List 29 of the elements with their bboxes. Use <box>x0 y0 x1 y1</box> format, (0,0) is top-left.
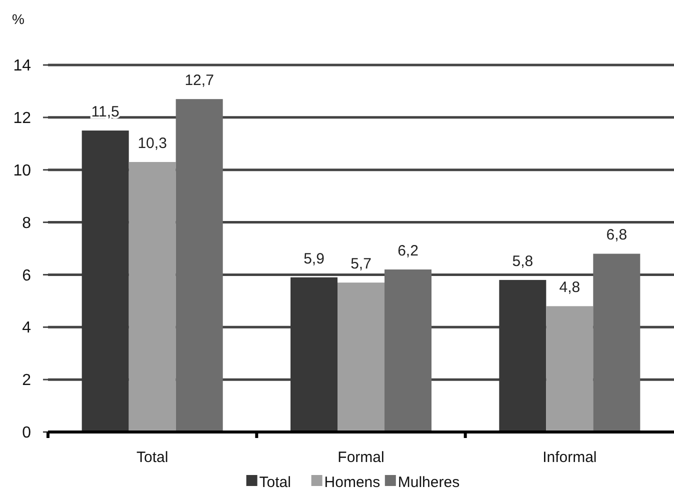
legend-label: Total <box>259 474 291 491</box>
data-label: 10,3 <box>138 134 167 152</box>
data-label: 6,2 <box>398 242 418 260</box>
legend-label: Homens <box>324 474 380 491</box>
x-tick-label: Formal <box>338 449 384 466</box>
x-tick-label: Total <box>136 449 168 466</box>
y-tick-label: 12 <box>13 110 32 128</box>
bar <box>176 99 223 432</box>
data-label: 6,8 <box>606 226 628 244</box>
y-tick-label: 6 <box>22 267 32 284</box>
y-axis-title: % <box>12 11 24 27</box>
legend-label: Mulheres <box>398 474 460 491</box>
data-label: 4,8 <box>559 279 580 296</box>
bar <box>384 269 432 432</box>
y-tick-label: 8 <box>22 214 32 232</box>
bar <box>338 282 384 432</box>
x-tick-label: Informal <box>542 449 597 466</box>
y-tick-label: 2 <box>22 372 32 390</box>
y-tick-label: 10 <box>13 162 32 180</box>
y-tick-label: 0 <box>22 424 32 442</box>
bar <box>593 254 640 432</box>
data-label: 5,9 <box>304 250 324 268</box>
bar <box>546 306 594 432</box>
data-label: 5,8 <box>512 252 534 270</box>
data-label: 5,7 <box>350 256 372 273</box>
y-tick-label: 4 <box>22 320 32 337</box>
bar <box>128 162 176 432</box>
data-label: 12,7 <box>184 72 214 90</box>
y-tick-label: 14 <box>13 58 32 75</box>
